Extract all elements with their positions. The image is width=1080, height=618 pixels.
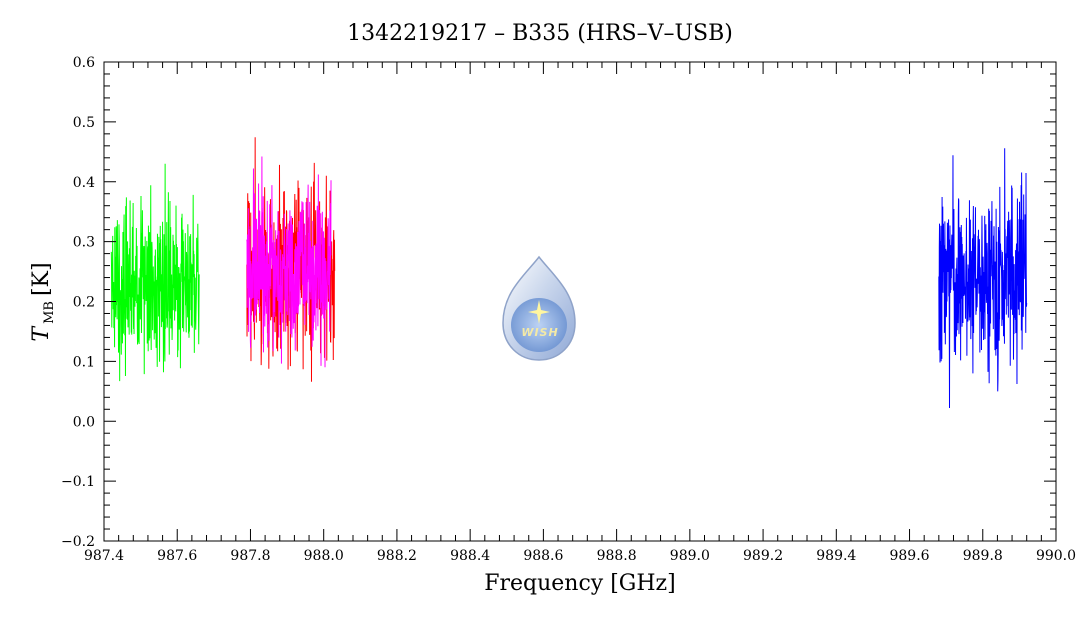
y-tick-label: 0.0 bbox=[73, 414, 95, 430]
x-tick-label: 988.2 bbox=[377, 548, 417, 564]
x-tick-label: 987.6 bbox=[157, 548, 197, 564]
spectrum-series-1 bbox=[110, 163, 200, 382]
x-tick-label: 989.8 bbox=[963, 548, 1003, 564]
y-axis-label: TMB [K] bbox=[29, 262, 57, 341]
x-tick-label: 987.8 bbox=[230, 548, 270, 564]
wish-drop-logo: WISH bbox=[502, 255, 576, 361]
x-tick-label: 989.6 bbox=[889, 548, 929, 564]
chart-title: 1342219217 – B335 (HRS–V–USB) bbox=[347, 21, 733, 46]
y-tick-label: −0.1 bbox=[61, 474, 95, 490]
y-tick-label: 0.4 bbox=[73, 175, 95, 191]
y-tick-label: 0.6 bbox=[73, 55, 95, 71]
y-tick-label: −0.2 bbox=[61, 534, 95, 550]
spectrum-series-4 bbox=[938, 148, 1028, 409]
axes-layer: 987.4 987.6 987.8 988.0 988.2 988.4 988.6 988.8… bbox=[61, 55, 1076, 564]
y-axis-label-unit: [K] bbox=[29, 262, 54, 296]
y-tick-label: 0.1 bbox=[73, 354, 95, 370]
x-tick-label: 989.4 bbox=[816, 548, 856, 564]
series-layer bbox=[110, 137, 1028, 409]
x-tick-label: 988.8 bbox=[597, 548, 637, 564]
y-tick-label: 0.5 bbox=[73, 115, 95, 131]
x-tick-label: 987.4 bbox=[84, 548, 124, 564]
x-axis-label: Frequency [GHz] bbox=[484, 571, 676, 596]
y-axis-label-sub: MB bbox=[42, 301, 57, 324]
x-tick-label: 988.0 bbox=[304, 548, 344, 564]
svg-text:TMB[K]: TMB [K] bbox=[29, 262, 57, 341]
x-tick-label: 988.6 bbox=[523, 548, 563, 564]
x-tick-label: 990.0 bbox=[1036, 548, 1076, 564]
x-tick-label: 988.4 bbox=[450, 548, 490, 564]
spectrum-series-3 bbox=[246, 156, 332, 368]
logo-text: WISH bbox=[521, 326, 558, 339]
y-tick-label: 0.3 bbox=[73, 235, 95, 251]
y-tick-label: 0.2 bbox=[73, 295, 95, 311]
y-axis-label-main: T bbox=[29, 325, 54, 342]
x-tick-label: 989.0 bbox=[670, 548, 710, 564]
x-tick-label: 989.2 bbox=[743, 548, 783, 564]
